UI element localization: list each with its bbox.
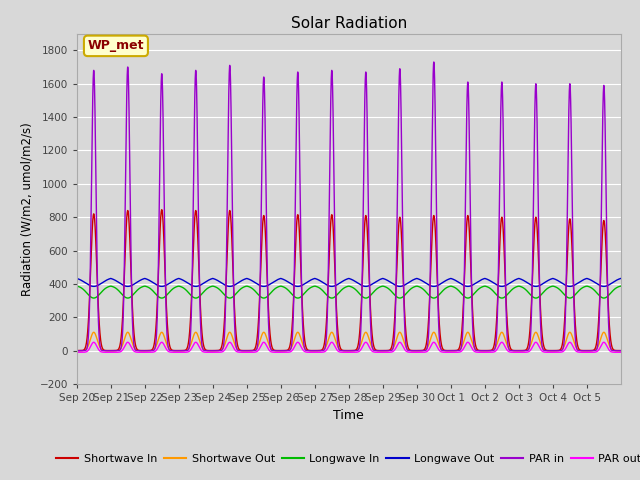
Longwave Out (73, 276, 81, 281)
PAR in (525, 347, 532, 352)
PAR out (617, 349, 625, 355)
Line: Longwave In: Longwave In (77, 286, 621, 298)
Longwave Out (525, 281, 532, 287)
PAR out (90, 339, 97, 345)
Shortwave In (73, 348, 81, 353)
Longwave In (539, 290, 547, 296)
Line: Shortwave Out: Shortwave Out (77, 332, 621, 350)
PAR out (186, 348, 193, 354)
Shortwave In (498, 215, 506, 220)
Longwave In (617, 283, 625, 289)
Longwave In (398, 295, 406, 300)
PAR in (186, 342, 193, 348)
PAR in (369, 346, 377, 352)
Shortwave Out (73, 348, 81, 353)
PAR out (73, 349, 81, 355)
Shortwave In (539, 337, 547, 343)
Longwave In (186, 291, 193, 297)
Longwave In (498, 295, 506, 301)
PAR out (498, 339, 506, 345)
Longwave Out (186, 281, 193, 287)
Shortwave Out (90, 329, 97, 335)
Shortwave Out (369, 346, 377, 351)
Longwave Out (539, 281, 547, 287)
PAR out (539, 348, 547, 354)
Shortwave Out (617, 348, 625, 353)
Shortwave In (186, 328, 193, 334)
Longwave Out (90, 284, 97, 289)
Legend: Shortwave In, Shortwave Out, Longwave In, Longwave Out, PAR in, PAR out: Shortwave In, Shortwave Out, Longwave In… (52, 449, 640, 468)
X-axis label: Time: Time (333, 408, 364, 421)
Line: Longwave Out: Longwave Out (77, 278, 621, 287)
Longwave In (525, 290, 532, 296)
Longwave Out (398, 283, 406, 289)
Shortwave In (369, 339, 377, 345)
Shortwave In (617, 348, 625, 353)
Y-axis label: Radiation (W/m2, umol/m2/s): Radiation (W/m2, umol/m2/s) (21, 122, 34, 296)
PAR in (498, 80, 506, 86)
PAR in (73, 348, 81, 353)
Line: PAR out: PAR out (77, 342, 621, 352)
PAR out (369, 349, 377, 355)
Shortwave In (158, 207, 166, 213)
PAR in (398, 175, 406, 181)
PAR in (430, 59, 438, 65)
Shortwave Out (539, 346, 547, 351)
Shortwave In (398, 247, 406, 253)
Shortwave Out (498, 329, 506, 335)
Longwave In (90, 295, 97, 301)
PAR in (617, 348, 625, 353)
Longwave Out (498, 284, 506, 289)
Longwave Out (617, 276, 625, 281)
Line: PAR in: PAR in (77, 62, 621, 350)
PAR in (539, 346, 547, 351)
PAR in (583, 348, 591, 353)
Line: Shortwave In: Shortwave In (77, 210, 621, 350)
Shortwave In (583, 348, 591, 353)
PAR out (398, 342, 406, 348)
Shortwave Out (398, 333, 406, 339)
Longwave In (73, 283, 81, 289)
Shortwave In (525, 339, 532, 345)
Shortwave Out (525, 346, 532, 351)
PAR out (525, 349, 532, 355)
Longwave In (369, 290, 377, 296)
Shortwave Out (186, 344, 193, 350)
Title: Solar Radiation: Solar Radiation (291, 16, 407, 31)
Longwave Out (369, 281, 377, 287)
Text: WP_met: WP_met (88, 39, 144, 52)
